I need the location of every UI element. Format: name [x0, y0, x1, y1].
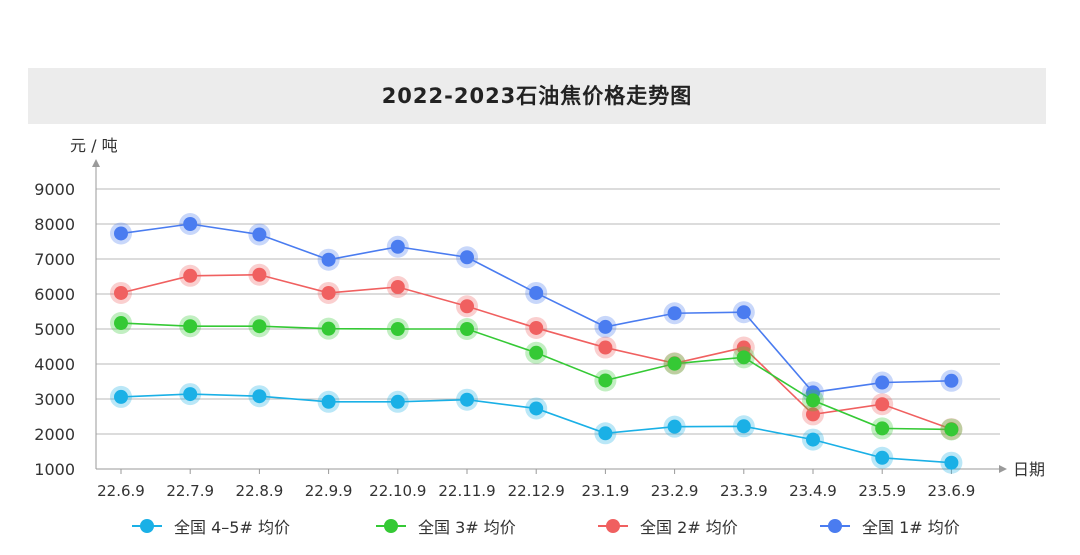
chart-title: 2022-2023石油焦价格走势图 [381, 84, 693, 108]
x-tick-label: 23.4.9 [789, 482, 837, 500]
x-tick-label: 23.3.9 [720, 482, 768, 500]
data-point [252, 389, 267, 404]
line-chart: 1000 2000 3000 4000 5000 6000 7000 8000 9000 元 / … [34, 136, 1045, 500]
data-point [736, 305, 751, 320]
data-point [252, 227, 267, 242]
x-tick-label: 22.6.9 [97, 482, 145, 500]
x-tick-label: 22.11.9 [438, 482, 495, 500]
data-point [944, 422, 959, 437]
series-line [120, 223, 952, 394]
legend-marker [598, 519, 628, 533]
legend-item[interactable]: 全国 1# 均价 [820, 512, 960, 540]
legend-dot [828, 519, 842, 533]
data-point [806, 407, 820, 422]
data-point [598, 319, 613, 334]
x-tick-label: 23.5.9 [858, 482, 906, 500]
data-point [114, 285, 128, 300]
data-point [183, 387, 198, 402]
data-point [390, 322, 405, 336]
data-point [736, 419, 751, 434]
data-point [875, 421, 890, 436]
legend-label: 全国 4–5# 均价 [174, 518, 290, 537]
y-tick-label: 9000 [34, 180, 75, 199]
legend-dot [384, 519, 398, 533]
data-point [736, 350, 751, 365]
legend-marker [132, 519, 162, 533]
data-point [114, 226, 128, 241]
x-tick-label: 22.7.9 [166, 482, 214, 500]
y-axis-label: 元 / 吨 [70, 136, 118, 155]
data-point [252, 319, 267, 334]
data-point [806, 432, 820, 447]
legend-dot [140, 519, 154, 533]
y-axis-arrow [92, 159, 100, 167]
x-tick-label: 22.10.9 [369, 482, 426, 500]
data-point [460, 322, 474, 336]
legend-label: 全国 2# 均价 [640, 518, 738, 537]
data-point [529, 285, 544, 300]
legend-item[interactable]: 全国 2# 均价 [598, 512, 738, 540]
data-point [114, 389, 128, 404]
data-point [390, 394, 405, 409]
data-point [529, 345, 544, 360]
data-point [321, 394, 336, 409]
data-point [460, 250, 474, 265]
y-tick-label: 5000 [34, 320, 75, 339]
legend-label: 全国 3# 均价 [418, 518, 516, 537]
data-point [875, 450, 890, 465]
data-point [875, 397, 890, 412]
data-point [460, 392, 474, 407]
chart-legend: 全国 4–5# 均价 全国 3# 均价 全国 2# 均价 全国 1# 均价 [0, 512, 1080, 540]
x-tick-label: 23.2.9 [651, 482, 699, 500]
data-point [875, 375, 890, 390]
y-tick-label: 6000 [34, 285, 75, 304]
y-tick-label: 4000 [34, 355, 75, 374]
legend-label: 全国 1# 均价 [862, 518, 960, 537]
data-point [321, 285, 336, 300]
data-point [667, 419, 682, 434]
data-point [114, 316, 128, 331]
data-point [667, 306, 682, 321]
data-point [529, 320, 544, 335]
legend-item[interactable]: 全国 4–5# 均价 [132, 512, 290, 540]
data-point [598, 373, 613, 388]
data-point [252, 267, 267, 282]
data-point [667, 356, 682, 371]
legend-marker [820, 519, 850, 533]
legend-dot [606, 519, 620, 533]
data-point [183, 319, 198, 334]
data-point [321, 321, 336, 336]
data-point [183, 217, 198, 231]
x-tick-label: 22.8.9 [236, 482, 284, 500]
x-axis-label: 日期 [1013, 460, 1045, 479]
data-point [321, 252, 336, 267]
data-point [736, 340, 751, 355]
x-tick-label: 23.1.9 [582, 482, 630, 500]
chart-title-bar: 2022-2023石油焦价格走势图 [28, 68, 1046, 124]
x-tick-label: 22.12.9 [508, 482, 565, 500]
x-tick-label: 22.9.9 [305, 482, 353, 500]
data-point [460, 299, 474, 314]
data-point [944, 373, 959, 388]
data-point [944, 455, 959, 470]
data-point [390, 239, 405, 254]
data-point [390, 280, 405, 294]
legend-item[interactable]: 全国 3# 均价 [376, 512, 516, 540]
y-tick-label: 7000 [34, 250, 75, 269]
x-axis-arrow [999, 465, 1007, 473]
y-tick-label: 1000 [34, 460, 75, 479]
data-point [806, 393, 820, 408]
data-point [598, 340, 613, 355]
y-tick-label: 2000 [34, 425, 75, 444]
data-point [183, 268, 198, 283]
data-point [529, 401, 544, 416]
x-tick-label: 23.6.9 [928, 482, 976, 500]
legend-marker [376, 519, 406, 533]
data-point [598, 426, 613, 441]
y-tick-label: 3000 [34, 390, 75, 409]
y-tick-label: 8000 [34, 215, 75, 234]
